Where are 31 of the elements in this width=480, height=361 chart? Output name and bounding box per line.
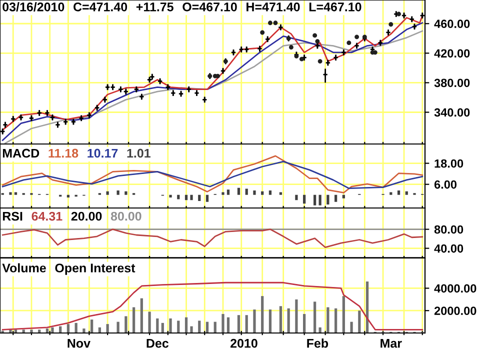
y-tick-label: 4000.00 <box>434 284 476 293</box>
annotation: Open Interest <box>55 264 136 275</box>
series-label: 10.17 <box>88 148 118 158</box>
x-tick-label: Dec <box>146 339 169 348</box>
chart-title: 03/16/2010 <box>2 2 64 12</box>
y-tick-label: 380.00 <box>434 78 470 88</box>
series-label: 11.18 <box>48 148 78 158</box>
series-label: 64.31 <box>32 212 62 221</box>
ref-line-label: 20.00 <box>71 212 102 221</box>
x-tick-label: Nov <box>68 339 90 348</box>
ref-line-label: 80.00 <box>110 212 142 221</box>
chart-title: RSI <box>2 212 22 221</box>
text: 1.01 <box>127 148 150 158</box>
annotation: C=471.40 <box>74 2 128 12</box>
x-tick-label: Feb <box>307 338 328 348</box>
y-tick-label: 340.00 <box>434 108 470 117</box>
chart-title: MACD <box>2 148 40 158</box>
annotation: L=467.10 <box>309 2 362 12</box>
chart-title: Volume <box>2 263 46 272</box>
y-tick-label: 420.00 <box>434 49 470 58</box>
annotation: +11.75 <box>136 2 174 12</box>
x-tick-label: Mar <box>380 339 402 348</box>
y-tick-label: 80.00 <box>434 225 464 234</box>
y-tick-label: 40.00 <box>434 244 464 253</box>
y-tick-label: 460.00 <box>434 20 470 28</box>
y-tick-label: 6.00 <box>434 180 457 189</box>
annotation: O=467.10 <box>182 2 237 12</box>
x-tick-label: 2010 <box>230 338 258 348</box>
annotation: H=471.40 <box>246 2 300 12</box>
y-tick-label: 18.00 <box>434 159 464 168</box>
y-tick-label: 2000.00 <box>434 306 476 316</box>
